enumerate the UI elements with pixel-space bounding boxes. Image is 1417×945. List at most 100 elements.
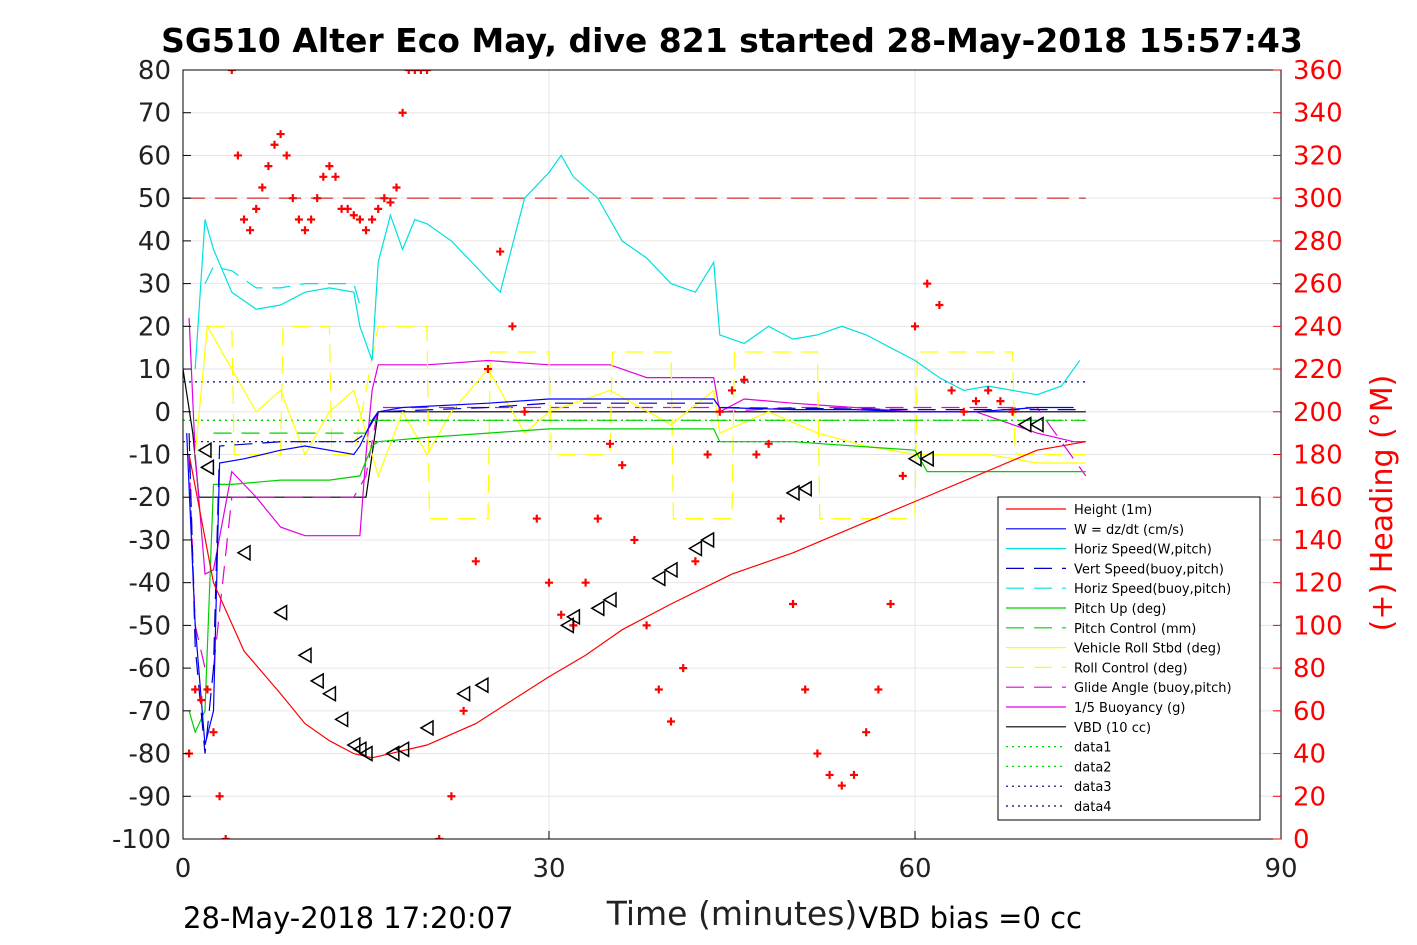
triangle-marker [663, 561, 678, 579]
heading-point [752, 450, 761, 459]
y-tick-label: -70 [129, 697, 171, 727]
y-tick-label: -30 [129, 526, 171, 556]
heading-point [691, 557, 700, 566]
heading-point [252, 204, 261, 213]
heading-point [258, 183, 267, 192]
legend-entry-data3: data3 [1074, 780, 1112, 795]
heading-point [789, 600, 797, 609]
heading-point [776, 514, 785, 523]
heading-point [307, 215, 316, 224]
heading-point [654, 685, 663, 694]
heading-point [386, 198, 395, 207]
x-tick-label: 90 [1264, 854, 1297, 884]
legend-entry-height-1m: Height (1m) [1074, 503, 1152, 518]
series-line-vbd-10-cc [183, 369, 1086, 498]
series-line-vehicle-roll-stbd-deg [194, 324, 1086, 478]
y-tick-label: 50 [138, 184, 171, 214]
right-y-tick-label: 160 [1293, 483, 1343, 513]
triangle-marker [797, 480, 812, 497]
triangle-marker [785, 484, 800, 502]
legend-entry-data1: data1 [1074, 741, 1112, 756]
heading-point [679, 664, 688, 673]
heading-point [642, 621, 651, 630]
heading-point [343, 204, 352, 213]
legend-entry-data4: data4 [1074, 800, 1112, 815]
heading-point [898, 471, 907, 480]
triangle-marker [919, 450, 934, 468]
triangle-marker [602, 591, 617, 609]
heading-point [862, 728, 871, 737]
series-line-vert-speed-buoy-pitch [188, 402, 1086, 754]
series-line-1-5-buoyancy-g [188, 317, 1086, 576]
heading-point [294, 215, 303, 224]
series-line-w-dz-dt-cm-s [186, 398, 1074, 746]
right-y-tick-label: 260 [1293, 270, 1343, 300]
triangle-marker [236, 544, 251, 562]
x-tick-label: 60 [898, 854, 931, 884]
legend-entry-data2: data2 [1074, 760, 1112, 775]
heading-point [630, 535, 639, 544]
heading-point [423, 70, 431, 74]
heading-point [416, 70, 425, 74]
legend-entry-horiz-speed-buoy-pitch: Horiz Speed(buoy,pitch) [1074, 582, 1231, 597]
triangle-marker [273, 604, 288, 621]
heading-point [947, 386, 956, 395]
heading-point [398, 108, 407, 117]
triangle-marker [297, 646, 312, 664]
axes: 0 30 60 9080706050403020100-10-20-30-40-50-… [112, 56, 1343, 884]
heading-point [764, 439, 773, 448]
triangle-marker [687, 540, 703, 557]
heading-point [227, 70, 236, 74]
legend-entry-vehicle-roll-stbd-deg: Vehicle Roll Stbd (deg) [1074, 642, 1221, 657]
heading-point [593, 514, 602, 523]
right-y-axis-label: (+) Heading (°M) [1365, 375, 1400, 632]
right-y-tick-label: 20 [1293, 782, 1326, 812]
heading-point [728, 386, 736, 395]
heading-point [520, 407, 529, 416]
right-y-tick-label: 240 [1293, 312, 1343, 342]
heading-point [240, 215, 248, 224]
heading-point [221, 835, 230, 839]
heading-point [435, 835, 444, 839]
plot-area [183, 70, 1087, 839]
vbd-bias-label: VBD bias =0 cc [858, 901, 1082, 935]
legend-entry-w-dz-dt-cm-s: W = dz/dt (cm/s) [1074, 523, 1184, 538]
heading-point [276, 130, 285, 139]
footer-timestamp: 28-May-2018 17:20:07 [183, 901, 514, 935]
heading-point [355, 215, 364, 224]
triangle-marker [590, 599, 605, 617]
heading-point [618, 461, 627, 470]
heading-point [301, 226, 309, 235]
heading-point [246, 226, 255, 235]
series-group [183, 70, 1087, 839]
legend-entry-vert-speed-buoy-pitch: Vert Speed(buoy,pitch) [1074, 562, 1224, 577]
series-line-horiz-speed-buoy-pitch [204, 265, 361, 306]
heading-point [911, 322, 919, 331]
triangle-marker [334, 711, 349, 728]
right-y-tick-label: 360 [1293, 56, 1343, 86]
y-tick-label: -90 [129, 782, 171, 812]
legend-entry-pitch-up-deg: Pitch Up (deg) [1074, 602, 1166, 617]
heading-point [392, 183, 401, 192]
triangle-marker [385, 745, 400, 762]
heading-point [557, 610, 566, 619]
y-tick-label: 40 [138, 227, 171, 257]
right-y-tick-label: 220 [1293, 355, 1343, 385]
heading-point [545, 578, 553, 587]
heading-point [484, 365, 492, 374]
triangle-marker [700, 531, 715, 549]
y-tick-label: 10 [138, 355, 171, 385]
right-y-tick-label: 200 [1293, 398, 1343, 428]
heading-point [319, 172, 328, 181]
heading-point [532, 514, 541, 523]
right-y-tick-label: 60 [1293, 697, 1326, 727]
heading-point [959, 407, 968, 416]
y-tick-label: 60 [138, 141, 171, 171]
triangle-marker [565, 608, 581, 626]
y-tick-label: -20 [129, 483, 171, 513]
heading-point [471, 557, 480, 566]
series-line-height-1m [188, 441, 1086, 759]
legend-box [997, 496, 1261, 821]
triangle-marker [559, 617, 575, 634]
y-tick-label: -60 [129, 654, 171, 684]
